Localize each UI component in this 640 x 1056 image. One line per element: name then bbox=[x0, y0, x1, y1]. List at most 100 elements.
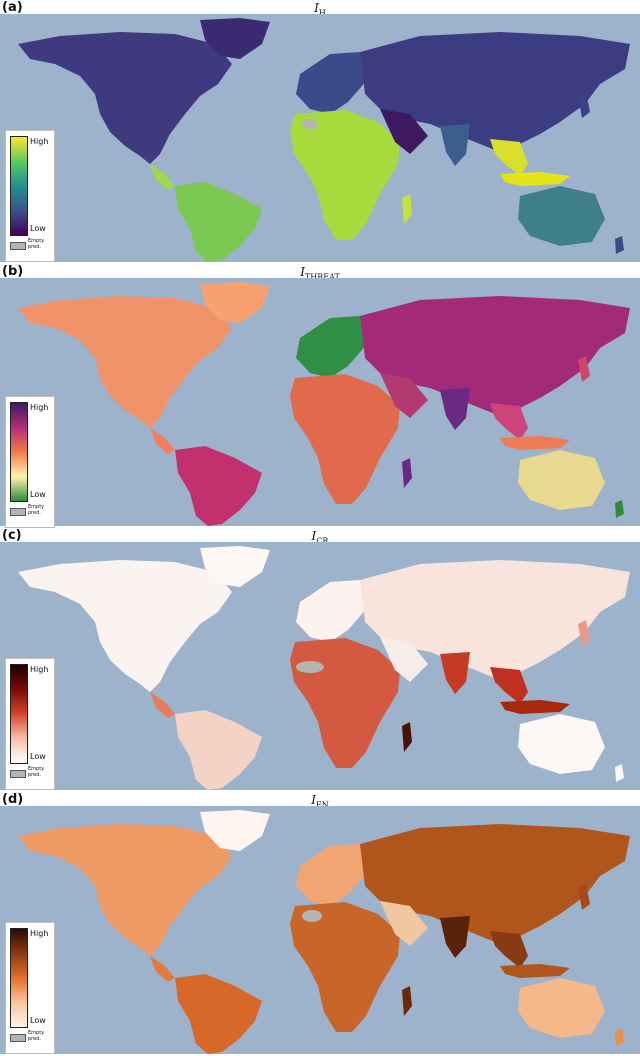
colorbar bbox=[10, 664, 28, 764]
panel-label: (b) bbox=[2, 264, 24, 279]
empty-prediction-area bbox=[302, 119, 318, 129]
region-seAsia bbox=[490, 403, 528, 440]
region-northAmerica bbox=[18, 824, 232, 956]
region-southAmerica bbox=[175, 974, 262, 1054]
panel-title: IH bbox=[0, 1, 640, 17]
colorbar bbox=[10, 928, 28, 1028]
map-panel-d: (d) IEN High Low Empty pred. bbox=[0, 792, 640, 1056]
region-europe bbox=[296, 52, 375, 114]
legend-low-label: Low bbox=[30, 224, 46, 233]
region-africa bbox=[290, 374, 400, 504]
region-seAsia bbox=[490, 139, 528, 176]
region-india bbox=[440, 388, 470, 430]
region-greenland bbox=[200, 546, 270, 587]
region-centralAm bbox=[150, 692, 175, 718]
region-arabia bbox=[380, 373, 428, 418]
region-madagascar bbox=[402, 986, 412, 1016]
region-nz bbox=[615, 1028, 624, 1046]
empty-pred-swatch bbox=[10, 1034, 26, 1042]
panel-label: (c) bbox=[2, 528, 22, 543]
region-seAsia bbox=[490, 931, 528, 968]
region-madagascar bbox=[402, 458, 412, 488]
region-arabia bbox=[380, 637, 428, 682]
region-greenland bbox=[200, 18, 270, 59]
title-sub: THREAT bbox=[304, 272, 340, 282]
region-india bbox=[440, 652, 470, 694]
region-centralAm bbox=[150, 428, 175, 454]
region-indonesia bbox=[500, 172, 570, 186]
map-panel-b: (b) ITHREAT High Low Empty pred. bbox=[0, 264, 640, 528]
title-sub: CR bbox=[316, 536, 329, 546]
empty-pred-label: Empty pred. bbox=[28, 766, 45, 778]
title-main: I bbox=[311, 529, 317, 543]
region-indonesia bbox=[500, 700, 570, 714]
region-centralAm bbox=[150, 956, 175, 982]
panel-label: (d) bbox=[2, 792, 24, 807]
region-australia bbox=[518, 714, 605, 774]
colorbar-legend: High Low Empty pred. bbox=[5, 658, 55, 790]
region-arabia bbox=[380, 901, 428, 946]
colorbar bbox=[10, 402, 28, 502]
region-europe bbox=[296, 844, 375, 906]
region-madagascar bbox=[402, 194, 412, 224]
region-india bbox=[440, 916, 470, 958]
region-asia bbox=[360, 32, 630, 152]
region-southAmerica bbox=[175, 446, 262, 526]
region-indonesia bbox=[500, 436, 570, 450]
legend-high-label: High bbox=[30, 665, 49, 674]
empty-prediction-area bbox=[302, 910, 322, 922]
empty-prediction-area bbox=[296, 661, 324, 673]
panel-title: ITHREAT bbox=[0, 265, 640, 281]
region-madagascar bbox=[402, 722, 412, 752]
title-sub: H bbox=[318, 8, 326, 18]
region-northAmerica bbox=[18, 32, 232, 164]
panel-title: ICR bbox=[0, 529, 640, 545]
region-australia bbox=[518, 978, 605, 1038]
legend-low-label: Low bbox=[30, 490, 46, 499]
panel-title: IEN bbox=[0, 793, 640, 809]
region-greenland bbox=[200, 810, 270, 851]
region-asia bbox=[360, 824, 630, 944]
region-nz bbox=[615, 764, 624, 782]
map-panel-a: (a) IH High Low Empty pred. bbox=[0, 0, 640, 264]
title-main: I bbox=[314, 1, 319, 15]
colorbar-legend: High Low Empty pred. bbox=[5, 922, 55, 1054]
colorbar-legend: High Low Empty pred. bbox=[5, 396, 55, 528]
legend-high-label: High bbox=[30, 403, 49, 412]
colorbar bbox=[10, 136, 28, 236]
empty-pred-swatch bbox=[10, 508, 26, 516]
region-northAmerica bbox=[18, 560, 232, 692]
colorbar-legend: High Low Empty pred. bbox=[5, 130, 55, 262]
empty-pred-swatch bbox=[10, 242, 26, 250]
region-australia bbox=[518, 186, 605, 246]
world-map bbox=[0, 542, 640, 790]
legend-high-label: High bbox=[30, 137, 49, 146]
region-europe bbox=[296, 580, 375, 642]
region-seAsia bbox=[490, 667, 528, 704]
region-europe bbox=[296, 316, 375, 378]
legend-low-label: Low bbox=[30, 752, 46, 761]
region-arabia bbox=[380, 109, 428, 154]
region-nz bbox=[615, 236, 624, 254]
region-australia bbox=[518, 450, 605, 510]
region-africa bbox=[290, 902, 400, 1032]
region-northAmerica bbox=[18, 296, 232, 428]
empty-pred-label: Empty pred. bbox=[28, 238, 45, 250]
region-centralAm bbox=[150, 164, 175, 190]
region-japan bbox=[578, 356, 590, 382]
legend-low-label: Low bbox=[30, 1016, 46, 1025]
empty-pred-swatch bbox=[10, 770, 26, 778]
legend-high-label: High bbox=[30, 929, 49, 938]
panel-label: (a) bbox=[2, 0, 23, 15]
region-japan bbox=[578, 92, 590, 118]
region-india bbox=[440, 124, 470, 166]
world-map bbox=[0, 278, 640, 526]
empty-pred-label: Empty pred. bbox=[28, 1030, 45, 1042]
title-main: I bbox=[311, 793, 316, 807]
region-greenland bbox=[200, 282, 270, 323]
region-japan bbox=[578, 620, 590, 646]
region-southAmerica bbox=[175, 710, 262, 790]
title-sub: EN bbox=[315, 800, 329, 810]
region-asia bbox=[360, 560, 630, 680]
world-map bbox=[0, 14, 640, 262]
